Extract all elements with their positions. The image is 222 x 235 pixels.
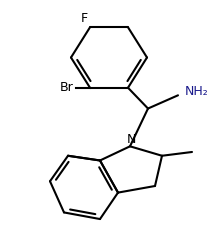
Text: N: N bbox=[126, 133, 136, 146]
Text: F: F bbox=[81, 12, 88, 25]
Text: Br: Br bbox=[60, 81, 73, 94]
Text: NH₂: NH₂ bbox=[185, 86, 209, 98]
